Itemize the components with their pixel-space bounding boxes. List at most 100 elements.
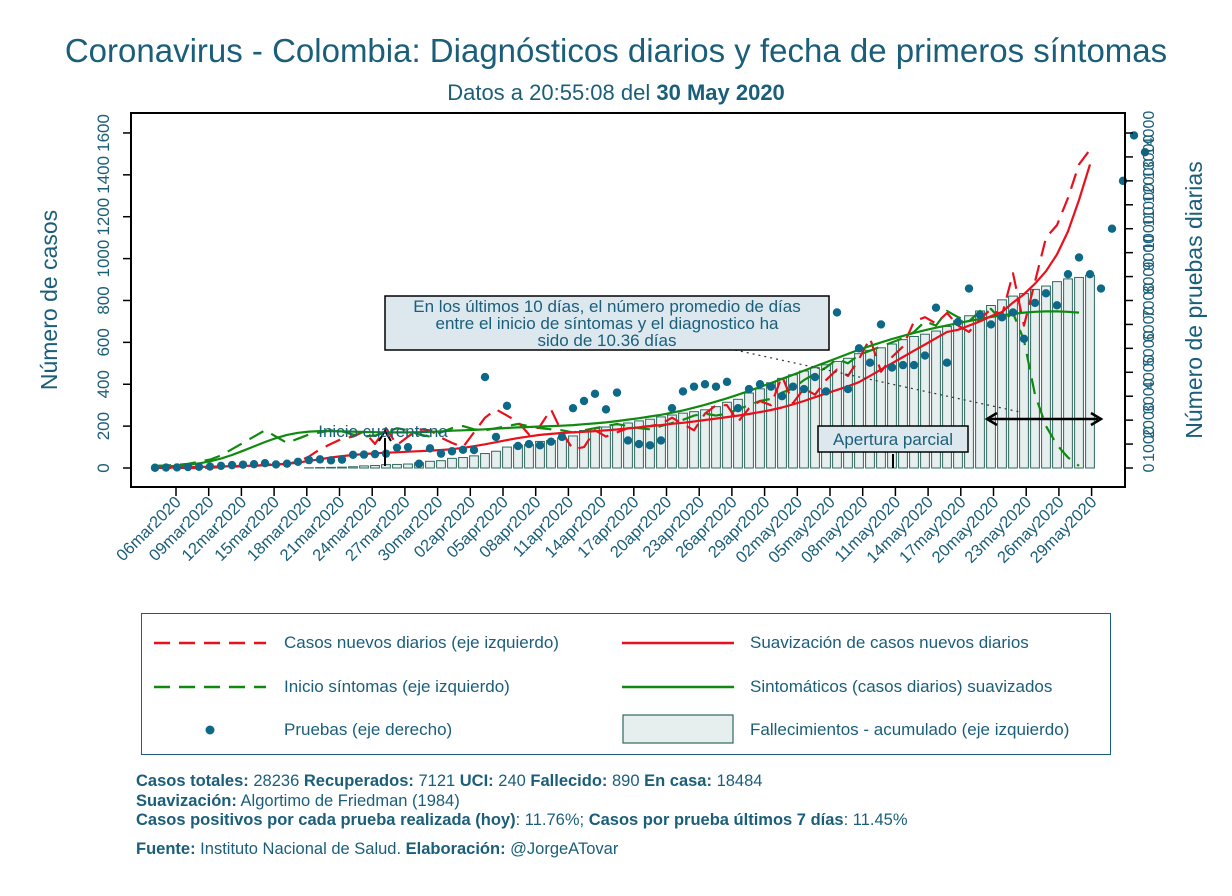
test-point (722, 377, 732, 387)
left-tick-label: 1200 (94, 198, 113, 236)
death-bar (755, 388, 765, 469)
left-tick-label: 1000 (94, 240, 113, 278)
death-bar (469, 455, 479, 469)
death-bar (876, 347, 886, 469)
test-point (766, 382, 776, 391)
death-bar (986, 305, 996, 469)
callout-line: sido de 10.36 días (538, 331, 677, 350)
left-tick-label: 200 (94, 412, 113, 440)
test-point (216, 461, 226, 471)
test-point (260, 459, 270, 468)
right-tick-label: 10000 (1141, 206, 1158, 251)
test-point (810, 372, 820, 382)
death-bar (744, 392, 754, 469)
chart-title: Coronavirus - Colombia: Diagnósticos dia… (64, 32, 1168, 69)
test-point (568, 403, 578, 413)
left-axis-label: Número de casos (36, 210, 62, 390)
death-bar (1085, 274, 1095, 469)
footer-line-positivity: Casos positivos por cada prueba realizad… (136, 811, 908, 830)
test-point (249, 459, 259, 469)
death-bar (854, 353, 864, 469)
test-point (832, 308, 842, 317)
test-point (1096, 284, 1106, 293)
test-point (711, 382, 721, 391)
death-bar (997, 299, 1007, 469)
death-bar (700, 409, 710, 469)
death-bar (1052, 281, 1062, 469)
test-point (964, 284, 974, 293)
left-tick-label: 600 (94, 328, 113, 356)
test-point (733, 403, 743, 413)
test-point (898, 360, 908, 370)
x-axis: 06mar202009mar202012mar202015mar202018ma… (113, 487, 1100, 567)
right-tick-label: 7000 (1141, 283, 1158, 319)
footer-key: Fuente: (136, 840, 196, 858)
footer-key: Casos totales: (136, 772, 249, 790)
partial-opening-label: Apertura parcial (833, 430, 953, 449)
chart-plot: 0 200 400 600 800 1000 1200 1400 1600 Número de c… (36, 111, 1207, 567)
test-point (909, 360, 919, 370)
right-tick-label: 4000 (1141, 354, 1158, 390)
test-point (502, 401, 512, 410)
right-tick-label: 12000 (1141, 159, 1158, 204)
footer-value: 18484 (711, 772, 763, 790)
window-arrowhead-left (984, 411, 998, 427)
test-point (227, 460, 237, 470)
death-bar (1041, 285, 1051, 469)
left-tick-label: 1600 (94, 114, 113, 152)
left-tick-label: 0 (94, 463, 113, 472)
right-tick-label: 1000 (1141, 426, 1158, 462)
test-point (315, 455, 325, 464)
death-bar (1008, 295, 1018, 469)
subtitle-prefix: Datos a 20:55:08 del (447, 80, 657, 105)
death-bar (502, 446, 512, 469)
death-bar (920, 333, 930, 469)
test-point (1074, 253, 1084, 262)
test-point (876, 320, 886, 329)
death-bar (810, 367, 820, 469)
test-point (238, 460, 248, 469)
footer-line-source: Fuente: Instituto Nacional de Salud. Ela… (136, 840, 618, 859)
test-point (172, 463, 182, 472)
symptom-onset-line (154, 307, 1080, 467)
test-point (1107, 224, 1117, 233)
footer-value: 7121 (413, 772, 460, 790)
test-point (1052, 301, 1062, 310)
test-point (414, 459, 424, 468)
window-arrowhead-right (1090, 411, 1104, 427)
right-tick-label: 11000 (1141, 183, 1158, 226)
test-point (1008, 308, 1018, 317)
footer-key: Casos positivos por cada prueba realizad… (136, 811, 516, 829)
test-point (348, 450, 358, 460)
footer-key: Elaboración: (405, 840, 506, 858)
test-point (205, 462, 215, 471)
footer-key: UCI: (459, 772, 494, 790)
test-point (1019, 334, 1029, 343)
callout-line: entre el inicio de síntomas y el diagnos… (435, 314, 779, 333)
right-tick-label: 6000 (1141, 307, 1158, 343)
test-point (612, 388, 622, 397)
test-point (865, 358, 875, 367)
test-point (480, 372, 490, 382)
left-tick-label: 400 (94, 370, 113, 398)
partial-opening-box (817, 425, 969, 453)
death-bar (722, 401, 732, 469)
test-point (150, 463, 160, 472)
death-bar (326, 466, 336, 469)
death-bar (579, 430, 589, 469)
test-point (1041, 289, 1051, 298)
test-point (447, 447, 457, 456)
test-point (326, 456, 336, 465)
right-tick-label: 2000 (1141, 402, 1158, 438)
test-point (942, 358, 952, 367)
test-point (1030, 298, 1040, 308)
test-point (436, 449, 446, 458)
test-point (953, 317, 963, 327)
test-point (931, 303, 941, 312)
test-point (469, 445, 479, 455)
deaths-bars (304, 274, 1095, 469)
death-bar (843, 357, 853, 469)
death-bar (403, 463, 413, 469)
subtitle-date: 30 May 2020 (656, 80, 785, 105)
right-tick-label: 8000 (1141, 259, 1158, 295)
